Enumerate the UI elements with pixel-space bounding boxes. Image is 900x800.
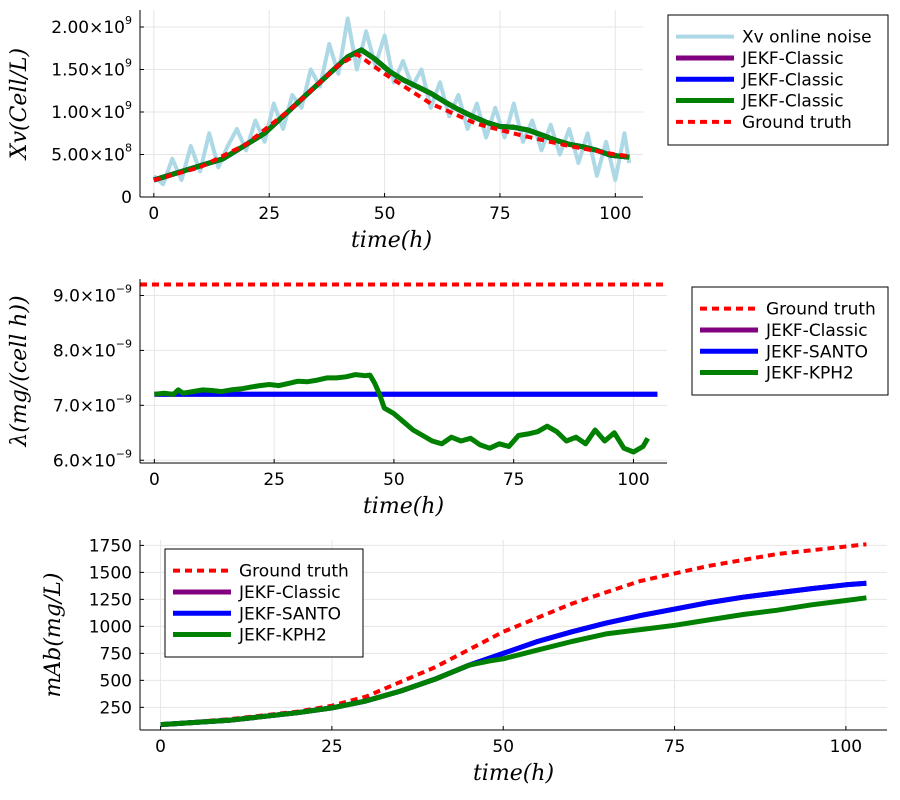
- y-tick-label: 1250: [89, 590, 132, 610]
- x-tick-label: 25: [263, 470, 285, 490]
- legend: Ground truthJEKF-ClassicJEKF-SANTOJEKF-K…: [691, 286, 889, 396]
- x-tick-label: 75: [489, 204, 511, 224]
- y-axis-label: Xv(Cell/L): [7, 48, 32, 161]
- legend-entry: JEKF-KPH2: [238, 626, 327, 646]
- series-line-5: [153, 52, 630, 182]
- y-tick-label: 1000: [89, 617, 132, 637]
- y-tick-label: 250: [100, 698, 132, 718]
- x-axis-label: time(h): [351, 228, 432, 253]
- legend-entry: JEKF-SANTO: [765, 342, 868, 362]
- y-axis-label: λ(mg/(cell h)): [7, 295, 32, 447]
- x-axis-label: time(h): [363, 494, 444, 519]
- y-tick-label: 2.00×109: [51, 14, 132, 38]
- series-line-4: [153, 47, 630, 183]
- subplot-1: 0 25 50 75 100 0 5.00×108 1.00×109 1.50×109 2.00×…: [7, 10, 889, 253]
- legend-entry: Xv online noise: [742, 28, 872, 48]
- y-tick-label: 0: [121, 188, 132, 208]
- series-line-1: [152, 16, 632, 187]
- legend-entry: JEKF-SANTO: [238, 604, 341, 624]
- legend-box: [164, 548, 364, 658]
- series-line-4: [160, 595, 867, 728]
- subplot-2: 0 25 50 75 100 6.0×10−9 7.0×10−9 8.0×10−9 9.0×10…: [7, 279, 889, 519]
- y-tick-label: 7.0×10−9: [53, 392, 132, 416]
- x-tick-label: 50: [492, 737, 514, 757]
- y-tick-label: 5.00×108: [51, 142, 132, 166]
- x-tick-label: 75: [503, 470, 525, 490]
- y-tick-label: 8.0×10−9: [53, 337, 132, 361]
- y-tick-label: 500: [100, 671, 132, 691]
- series-line-4: [154, 372, 650, 455]
- y-tick-label: 6.0×10−9: [53, 447, 132, 471]
- legend-entry: JEKF-Classic: [765, 321, 868, 341]
- x-tick-label: 100: [830, 737, 862, 757]
- legend-entry: JEKF-KPH2: [765, 364, 854, 384]
- y-tick-label: 1500: [89, 563, 132, 583]
- x-tick-label: 100: [599, 204, 631, 224]
- legend-entry: Ground truth: [742, 113, 852, 133]
- y-tick-label: 750: [100, 644, 132, 664]
- x-tick-label: 50: [383, 470, 405, 490]
- subplot-3: 0 25 50 75 100 250 500 750 1000 1250 1500 1750 time(…: [41, 536, 887, 786]
- legend-entry: JEKF-Classic: [741, 70, 844, 90]
- y-axis-label: mAb(mg/L): [41, 573, 66, 698]
- y-tick-label: 9.0×10−9: [53, 282, 132, 306]
- legend-entry: JEKF-Classic: [741, 92, 844, 112]
- legend: Ground truthJEKF-ClassicJEKF-SANTOJEKF-K…: [164, 548, 364, 658]
- x-tick-label: 0: [155, 737, 166, 757]
- legend-box: [691, 286, 889, 396]
- x-tick-label: 25: [258, 204, 280, 224]
- x-tick-label: 100: [617, 470, 649, 490]
- y-tick-label: 1750: [89, 536, 132, 556]
- x-tick-label: 25: [321, 737, 343, 757]
- legend: Xv online noiseJEKF-ClassicJEKF-ClassicJ…: [667, 14, 889, 146]
- x-axis-label: time(h): [473, 761, 554, 786]
- x-tick-label: 0: [148, 204, 159, 224]
- legend-entry: Ground truth: [239, 562, 349, 582]
- legend-entry: JEKF-Classic: [741, 49, 844, 69]
- x-tick-label: 50: [374, 204, 396, 224]
- legend-entry: JEKF-Classic: [238, 583, 341, 603]
- x-tick-label: 0: [149, 470, 160, 490]
- legend-entry: Ground truth: [766, 300, 876, 320]
- y-tick-label: 1.00×109: [51, 99, 132, 123]
- x-tick-label: 75: [664, 737, 686, 757]
- y-tick-label: 1.50×109: [51, 57, 132, 81]
